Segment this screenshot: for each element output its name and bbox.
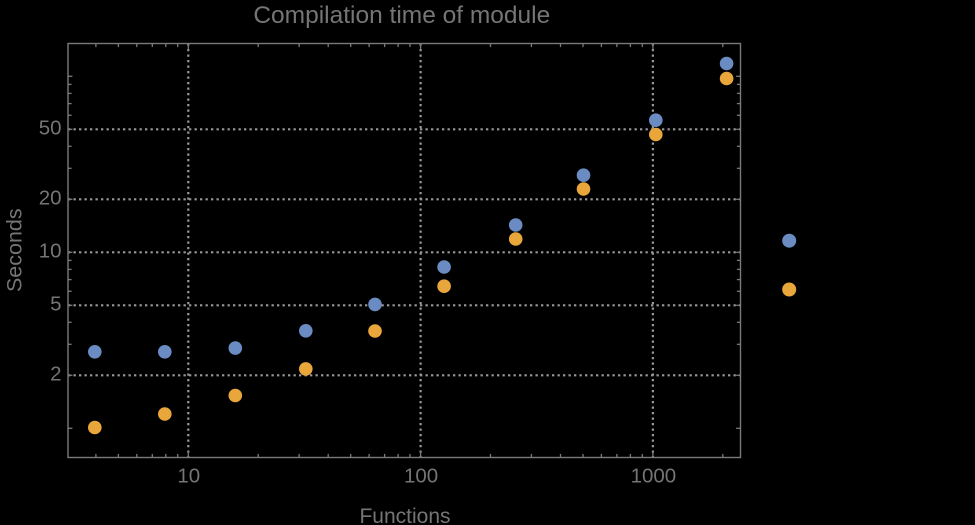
- svg-text:100: 100: [404, 465, 438, 488]
- svg-text:Functions: Functions: [359, 505, 450, 525]
- svg-text:2: 2: [50, 363, 61, 386]
- svg-text:5: 5: [50, 293, 61, 316]
- svg-text:Compilation time of module: Compilation time of module: [253, 2, 550, 29]
- svg-text:20: 20: [39, 187, 62, 210]
- svg-text:10: 10: [39, 240, 62, 263]
- svg-text:Seconds: Seconds: [3, 208, 27, 292]
- svg-text:50: 50: [39, 117, 62, 140]
- svg-text:10: 10: [177, 465, 200, 488]
- svg-text:1000: 1000: [631, 465, 677, 488]
